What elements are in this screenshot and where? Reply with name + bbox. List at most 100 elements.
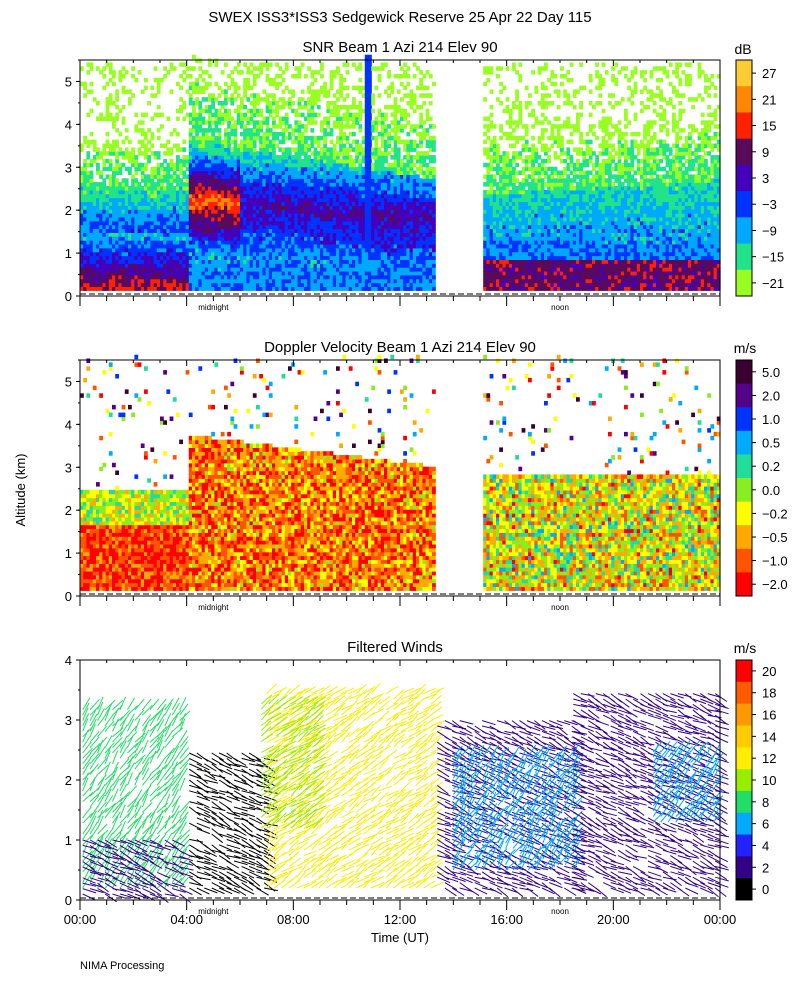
heat-cell [137,247,142,253]
heat-cell [147,128,151,133]
heat-cell [377,74,382,79]
heat-cell [147,147,151,152]
heat-cell [182,267,187,272]
heat-cell [150,270,155,276]
heat-cell [172,270,177,276]
heat-cell [86,62,91,67]
heat-cell [156,209,161,214]
heat-cell [112,278,116,284]
heat-cell [160,213,164,218]
heat-cell [227,112,231,118]
heat-cell [140,120,145,125]
heat-cell [124,247,129,253]
heat-cell [163,143,167,148]
heat-cell [358,112,363,118]
heat-cell [176,147,180,152]
heat-cell [156,247,161,253]
heat-cell [172,224,177,230]
heat-cell [131,66,135,71]
heat-cell [147,247,151,253]
heat-cell [131,197,135,203]
heat-cell [131,178,135,183]
heat-cell [169,232,174,237]
heat-cell [147,216,151,222]
heat-cell [153,112,158,118]
heat-cell [172,186,177,191]
heat-cell [272,93,276,98]
heat-cell [432,197,436,203]
heat-cell [166,174,171,179]
heat-cell [83,286,87,291]
heat-cell [153,166,158,172]
heat-cell [96,186,100,191]
heat-cell [172,286,177,291]
heat-cell [160,124,164,129]
heat-cell [131,232,135,237]
heat-cell [118,282,123,287]
heat-cell [124,236,129,241]
heat-cell [156,170,161,175]
heat-cell [80,224,84,230]
heat-cell [163,151,167,156]
heat-cell [83,267,87,272]
heat-cell [368,143,372,148]
heat-cell [153,155,158,160]
heat-cell [153,282,158,287]
heat-cell [358,143,363,148]
heat-cell [121,85,126,91]
heat-cell [176,155,180,160]
heat-cell [275,62,279,67]
heat-cell [137,128,142,133]
heat-cell [169,182,174,187]
heat-cell [118,278,123,284]
heat-cell [134,282,139,287]
heat-cell [310,128,315,133]
heat-cell [144,278,148,284]
heat-cell [137,120,142,125]
heat-cell [80,240,84,245]
heat-cell [124,220,129,226]
heat-cell [92,158,97,164]
heat-cell [156,236,161,241]
heat-cell [89,209,94,214]
heat-cell [131,174,135,179]
heat-cell [112,178,116,183]
heat-cell [166,270,171,276]
heat-cell [396,89,401,94]
heat-cell [140,178,145,183]
heat-cell [172,128,177,133]
heat-cell [156,267,161,272]
heat-cell [128,236,132,241]
heat-cell [176,201,180,206]
heat-cell [86,112,91,118]
heat-cell [156,85,161,91]
heat-cell [147,205,151,210]
heat-cell [278,124,283,129]
heat-cell [134,243,139,249]
heat-cell [134,263,139,268]
heat-cell [124,178,129,183]
heat-cell [182,77,187,83]
heat-cell [131,224,135,230]
heat-cell [380,162,385,168]
heat-cell [304,128,308,133]
heat-cell [105,166,110,172]
heat-cell [83,213,87,218]
heat-cell [124,286,129,291]
heat-cell [198,124,203,129]
heat-cell [102,151,107,156]
heat-cell [89,255,94,260]
heat-cell [144,224,148,230]
heat-cell [358,101,363,106]
heat-cell [140,166,145,172]
heat-cell [156,81,161,87]
heat-cell [400,97,404,102]
heat-cell [169,158,174,164]
heat-cell [147,282,151,287]
heat-cell [134,220,139,226]
heat-cell [169,267,174,272]
heat-cell [140,197,145,203]
heat-cell [124,151,129,156]
heat-cell [121,155,126,160]
